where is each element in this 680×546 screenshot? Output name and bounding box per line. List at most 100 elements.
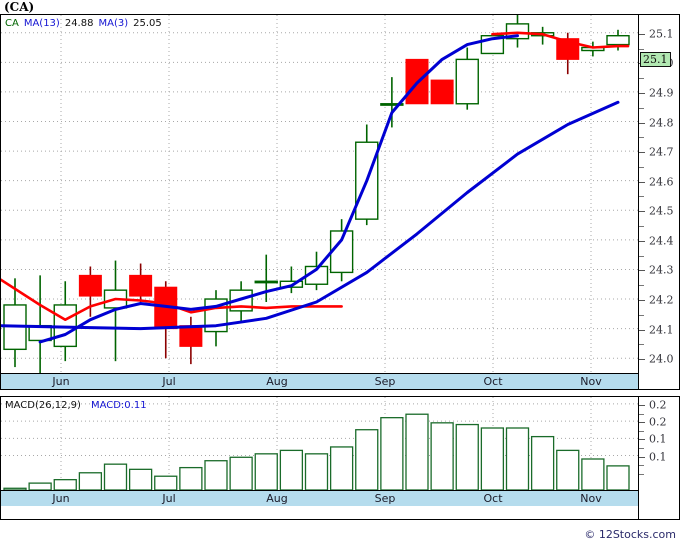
price-month-label: Nov — [580, 375, 602, 388]
macd-axis-tick — [639, 439, 645, 441]
macd-axis-tick — [639, 422, 645, 424]
price-plot-area: Jun Jul Aug Sep Oct Nov — [1, 15, 638, 389]
price-axis-tick — [639, 33, 645, 35]
macd-month-label: Nov — [580, 492, 602, 505]
macd-legend: MACD(26,12,9) MACD:0.11 — [5, 400, 147, 411]
watermark-footer: © 12Stocks.com — [584, 528, 676, 541]
macd-axis-tick — [639, 456, 645, 458]
price-axis-tick — [639, 92, 645, 94]
price-axis-label: 24.2 — [649, 293, 674, 307]
legend-ma13-label: MA(13) — [23, 18, 60, 29]
price-axis-label: 25.1 — [649, 27, 674, 41]
price-axis-minor-tick — [639, 107, 644, 109]
macd-chart-panel: Jun Jul Aug Sep Oct Nov 0.2 0.2 0.1 0.1 MACD(26,… — [0, 396, 680, 520]
price-axis-label: 24.6 — [649, 175, 674, 189]
price-axis-minor-tick — [639, 314, 644, 316]
macd-histogram-bar — [430, 422, 454, 491]
macd-axis-label: 0.1 — [649, 450, 667, 464]
macd-histogram-bar — [455, 423, 479, 491]
macd-histogram-bar — [480, 427, 505, 491]
macd-month-label: Sep — [374, 492, 396, 505]
legend-macd-label: MACD(26,12,9) — [5, 400, 81, 411]
candlestick — [380, 77, 404, 128]
macd-histogram-bar — [154, 475, 178, 491]
macd-histogram-bar — [179, 466, 203, 491]
price-axis-minor-tick — [639, 285, 644, 287]
price-axis-label: 24.4 — [649, 234, 674, 248]
macd-histogram-svg — [1, 397, 638, 491]
candlestick — [581, 41, 605, 57]
price-candlestick-svg — [1, 15, 638, 373]
macd-histogram-bar — [254, 453, 278, 491]
price-axis-minor-tick — [639, 166, 644, 168]
candle-body — [380, 103, 404, 106]
price-axis-tick — [639, 329, 645, 331]
macd-histogram-bar — [505, 427, 530, 491]
macd-month-label: Aug — [266, 492, 288, 505]
current-price-tag: 25.1 — [640, 51, 671, 67]
price-month-label: Jun — [52, 375, 70, 388]
page-title: (CA) — [4, 0, 35, 14]
macd-axis-minor-tick — [639, 473, 644, 475]
candlestick — [254, 254, 278, 302]
macd-month-axis: Jun Jul Aug Sep Oct Nov — [1, 490, 638, 506]
candlestick — [154, 281, 178, 359]
legend-ma3-label: MA(3) — [98, 18, 129, 29]
price-axis-tick — [639, 300, 645, 302]
macd-month-label: Jun — [52, 492, 70, 505]
candle-body — [455, 58, 479, 105]
macd-histogram-bar — [204, 460, 228, 491]
price-legend: CA MA(13) 24.88 MA(3) 25.05 — [5, 18, 162, 29]
macd-axis-tick — [639, 404, 645, 406]
candlestick — [430, 79, 454, 105]
macd-axis-label: 0.2 — [649, 415, 667, 429]
candle-body — [78, 274, 102, 297]
candlestick — [204, 290, 228, 347]
macd-histogram-bar — [103, 463, 128, 491]
price-axis-minor-tick — [639, 48, 644, 50]
candlestick — [78, 266, 102, 317]
price-month-axis: Jun Jul Aug Sep Oct Nov — [1, 373, 638, 389]
legend-ma13-value: 24.88 — [64, 18, 94, 29]
price-axis-tick — [639, 181, 645, 183]
price-axis-tick — [639, 359, 645, 361]
macd-y-axis: 0.2 0.2 0.1 0.1 — [638, 397, 679, 519]
legend-ma3-value: 25.05 — [133, 18, 162, 29]
legend-symbol: CA — [5, 18, 19, 29]
macd-histogram-bar — [128, 468, 153, 491]
candlestick — [3, 278, 27, 368]
candlestick — [355, 124, 379, 226]
price-axis-tick — [639, 122, 645, 124]
candle-body — [129, 274, 153, 297]
ma3-line-right — [491, 31, 630, 49]
price-axis-minor-tick — [639, 255, 644, 257]
macd-axis-minor-tick — [639, 447, 644, 449]
candle-body — [606, 35, 630, 46]
price-axis-tick — [639, 211, 645, 213]
ma13-line — [38, 34, 519, 344]
macd-histogram-bar — [581, 458, 605, 491]
macd-plot-area: Jun Jul Aug Sep Oct Nov — [1, 397, 638, 506]
macd-axis-minor-tick — [639, 465, 644, 467]
price-axis-minor-tick — [639, 196, 644, 198]
candle-body — [430, 79, 454, 105]
price-axis-label: 24.0 — [649, 352, 674, 366]
ma-long-line — [1, 100, 620, 331]
candlestick — [455, 47, 479, 110]
macd-histogram-bar — [229, 456, 253, 491]
price-month-label: Oct — [483, 375, 503, 388]
title-bar: (CA) — [0, 0, 680, 15]
candle-body — [254, 280, 278, 284]
price-axis-label: 24.1 — [649, 323, 674, 337]
legend-macd-value: MACD:0.11 — [90, 400, 147, 411]
macd-histogram-bar — [405, 413, 429, 491]
price-axis-minor-tick — [639, 344, 644, 346]
price-month-label: Sep — [374, 375, 396, 388]
price-axis-label: 24.8 — [649, 116, 674, 129]
price-axis-tick — [639, 240, 645, 242]
candlestick — [28, 275, 52, 373]
macd-axis-label: 0.1 — [649, 432, 667, 446]
candlestick — [505, 15, 530, 48]
